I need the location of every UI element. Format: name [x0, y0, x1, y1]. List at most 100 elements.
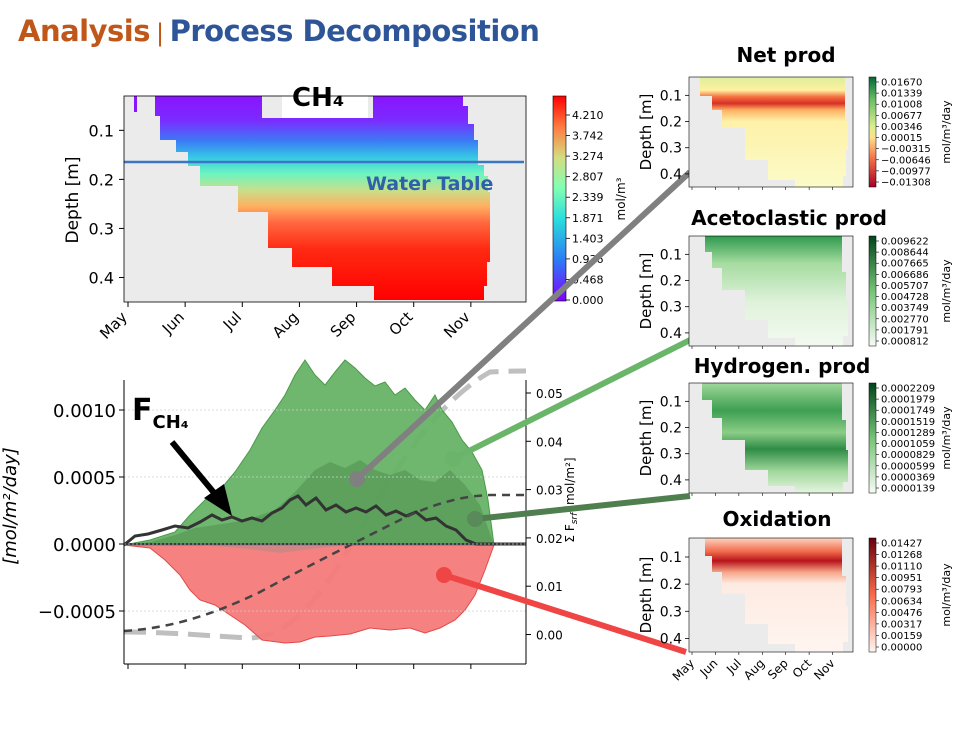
oxid-colorbar-label: mol/m³/day	[940, 563, 953, 627]
oxid-cbtick-label: 0.00317	[881, 619, 922, 630]
aceto-title-bg	[682, 203, 892, 233]
ch4-cbtick-label: 1.403	[572, 232, 604, 245]
title-part1: Analysis	[18, 14, 150, 48]
svg-text:Σ Fsrf[mol/m²]: Σ Fsrf [mol/m²]	[563, 457, 580, 542]
ch4-xtick-label: Sep	[327, 308, 360, 341]
net-cbtick-label: 0.01670	[881, 78, 922, 89]
net-ytick-label: 0.4	[660, 167, 682, 183]
oxid-xtick-label: May	[670, 656, 697, 683]
oxid-cbtick-label: 0.00634	[881, 596, 922, 607]
ch4-cbtick-label: 3.274	[572, 150, 604, 163]
hydro-cbtick-label: 0.0001059	[881, 439, 935, 450]
y2label-unit: [mol/m²]	[563, 457, 577, 509]
net-title-bg	[727, 40, 845, 70]
hydro-cbtick-label: 0.0000599	[881, 461, 935, 472]
ch4-colorbar-ticks: 4.2103.7423.2742.8072.3391.8711.4030.936…	[566, 109, 604, 307]
hydro-ytick-label: 0.2	[660, 421, 682, 437]
net-cbtick-label: 0.00015	[881, 133, 922, 144]
oxid-xtick-label: Aug	[741, 656, 767, 682]
aceto-cbtick-label: 0.005707	[881, 281, 929, 292]
ch4-xtick-label: Nov	[440, 308, 474, 342]
ch4-xaxis: May Jun Jul Aug Sep Oct Nov	[96, 302, 474, 343]
hydro-ytick-label: 0.3	[660, 447, 682, 463]
aceto-cbtick-label: 0.008644	[881, 248, 929, 259]
hydro-cbtick-label: 0.0000369	[881, 472, 935, 483]
net-cbtick-label: −0.00315	[881, 144, 931, 155]
flux-y2tick-label: 0.02	[536, 532, 563, 546]
flux-ylabel: [mol/m²/day]	[0, 447, 21, 565]
oxid-ytick-label: 0.2	[660, 577, 682, 593]
oxid-ytick-label: 0.3	[660, 604, 682, 620]
aceto-cbtick-label: 0.002770	[881, 314, 929, 325]
hydro-cbtick-label: 0.0001289	[881, 428, 935, 439]
net-ylabel: Depth [m]	[637, 94, 655, 171]
flux-ytick-label: −0.0005	[38, 602, 116, 623]
ch4-xtick-label: Jun	[158, 308, 188, 338]
oxid-ylabel: Depth [m]	[637, 557, 655, 634]
aceto-ytick-label: 0.2	[660, 274, 682, 290]
connector-aceto	[451, 337, 692, 462]
ch4-ylabel: Depth [m]	[63, 156, 83, 243]
flux-y2tick-label: 0.04	[536, 435, 563, 449]
aceto-title: Acetoclastic prod	[691, 206, 887, 230]
aceto-cbtick-label: 0.009622	[881, 237, 929, 248]
oxid-title-bg	[712, 505, 862, 535]
connector-net	[354, 169, 693, 482]
hydro-cbtick-label: 0.0001749	[881, 406, 935, 417]
ch4-yaxis: 0.1 0.2 0.3 0.4	[89, 121, 124, 287]
ch4-xtick-label: Aug	[269, 308, 302, 341]
aceto-cbtick-label: 0.001791	[881, 325, 929, 336]
ch4-title: CH₄	[292, 83, 344, 113]
net-flux-line	[123, 494, 526, 547]
y2label-sigma: Σ F	[563, 524, 577, 542]
oxid-plot-frame	[688, 537, 854, 653]
oxidation-area	[123, 544, 495, 644]
hydro-title: Hydrogen. prod	[694, 354, 871, 378]
oxid-ytick-label: 0.4	[660, 631, 682, 647]
hydro-plot-frame	[688, 382, 854, 494]
ch4-ytick-label: 0.2	[89, 170, 114, 189]
flux-y2axis: 0.05 0.04 0.03 0.02 0.01 0.00	[526, 387, 563, 643]
net-ytick-label: 0.3	[660, 141, 682, 157]
title-part2: Process Decomposition	[169, 14, 540, 48]
flux-xaxis	[127, 664, 472, 669]
hydro-cbtick-label: 0.0002209	[881, 384, 935, 395]
flux-y2tick-label: 0.00	[536, 629, 563, 643]
flux-ytick-label: 0.0000	[53, 535, 116, 556]
aceto-ylabel: Depth [m]	[637, 253, 655, 330]
oxid-cbtick-label: 0.00000	[881, 643, 922, 654]
net-cbtick-label: −0.00977	[881, 166, 931, 177]
ch4-plot-frame	[123, 95, 527, 303]
ch4-cbtick-label: 1.871	[572, 212, 604, 225]
ch4-cbtick-label: 4.210	[572, 109, 604, 122]
fch4-arrow-head	[204, 484, 232, 516]
flux-y2tick-label: 0.03	[536, 484, 563, 498]
oxid-xtick-label: Sep	[765, 656, 791, 682]
flux-y2tick-label: 0.01	[536, 580, 563, 594]
hydro-cbtick-label: 0.0001519	[881, 417, 935, 428]
connector-hydro	[474, 493, 691, 522]
hydro-ytick-label: 0.1	[660, 394, 682, 410]
fch4-sub: CH₄	[153, 412, 189, 433]
aceto-ytick-label: 0.1	[660, 247, 682, 263]
ch4-colorbar-label: mol/m³	[614, 177, 628, 220]
panel-axes: 0.1 0.2 0.3 0.4 Depth [m] 0.016700.013390.010…	[637, 78, 953, 684]
net-colorbar	[868, 76, 877, 188]
cumulative-total-line	[123, 368, 527, 641]
oxid-cbtick-label: 0.00476	[881, 608, 922, 619]
oxid-cbtick-label: 0.00951	[881, 573, 922, 584]
ch4-xtick-label: Jul	[219, 308, 245, 334]
connector-aceto-dot	[445, 451, 461, 467]
ch4-cbtick-label: 2.807	[572, 171, 604, 184]
net-cbtick-label: 0.01339	[881, 89, 922, 100]
net-cbtick-label: 0.00346	[881, 122, 922, 133]
oxid-cbtick-label: 0.01268	[881, 550, 922, 561]
hydro-colorbar	[868, 382, 877, 494]
oxid-ytick-label: 0.1	[660, 550, 682, 566]
aceto-field	[705, 236, 848, 346]
connector-hydro-dot	[467, 511, 483, 527]
flux-envelope-lower	[124, 543, 494, 553]
hydro-cbtick-label: 0.0001979	[881, 395, 935, 406]
aceto-colorbar-label: mol/m³/day	[940, 259, 953, 323]
